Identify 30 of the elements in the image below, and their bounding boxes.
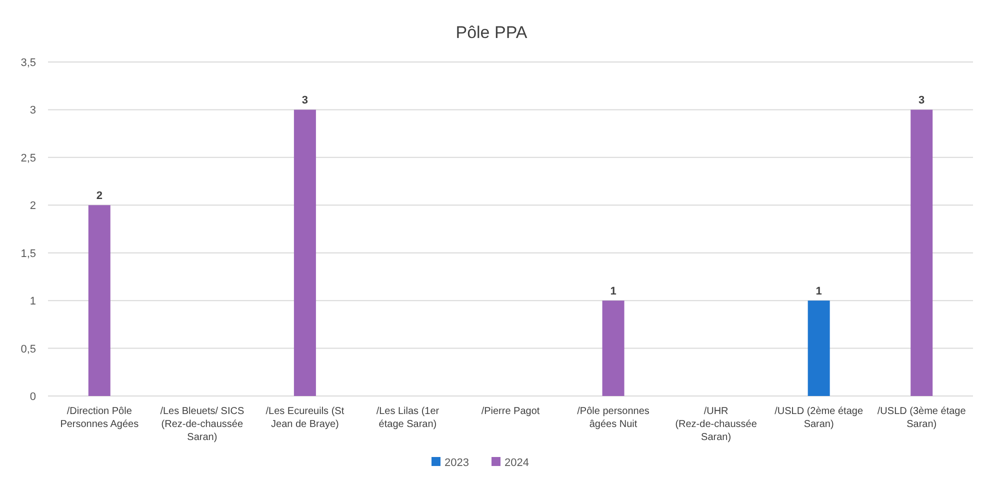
x-tick-label: /Les Bleuets/ SICS (Rez-de-chaussée Saran) <box>160 406 244 443</box>
legend-label: 2024 <box>504 457 529 469</box>
y-tick-label: 1,5 <box>20 248 36 260</box>
y-tick-label: 0,5 <box>20 343 36 356</box>
x-tick-label: /Pierre Pagot <box>481 406 540 417</box>
y-tick-label: 3,5 <box>20 57 36 69</box>
legend-label: 2023 <box>444 457 469 469</box>
chart-title: Pôle PPA <box>456 23 528 42</box>
data-label: 2 <box>96 190 102 202</box>
y-tick-label: 0 <box>30 391 36 403</box>
bar <box>88 205 110 396</box>
x-tick-label: /Pôle personnes âgées Nuit <box>577 406 650 430</box>
x-tick-label: /Les Lilas (1er étage Saran) <box>376 406 440 430</box>
x-tick-label: /Les Ecureuils (St Jean de Braye) <box>266 406 344 430</box>
y-tick-label: 3 <box>30 104 36 117</box>
y-tick-label: 2,5 <box>20 152 36 164</box>
y-tick-label: 1 <box>30 296 36 308</box>
x-tick-label: /UHR (Rez-de-chaussée Saran) <box>675 406 758 443</box>
y-tick-label: 2 <box>30 200 36 212</box>
x-tick-label: /USLD (2ème étage Saran) <box>774 406 864 430</box>
x-tick-label: /USLD (3ème étage Saran) <box>877 406 966 430</box>
data-label: 1 <box>610 286 616 298</box>
bar <box>602 300 624 396</box>
bar <box>910 110 933 396</box>
data-label: 3 <box>302 94 308 107</box>
data-label: 1 <box>816 286 822 298</box>
bar <box>808 300 830 396</box>
bar <box>294 110 316 396</box>
x-tick-label: /Direction Pôle Personnes Agées <box>60 406 139 430</box>
data-label: 3 <box>918 94 925 107</box>
